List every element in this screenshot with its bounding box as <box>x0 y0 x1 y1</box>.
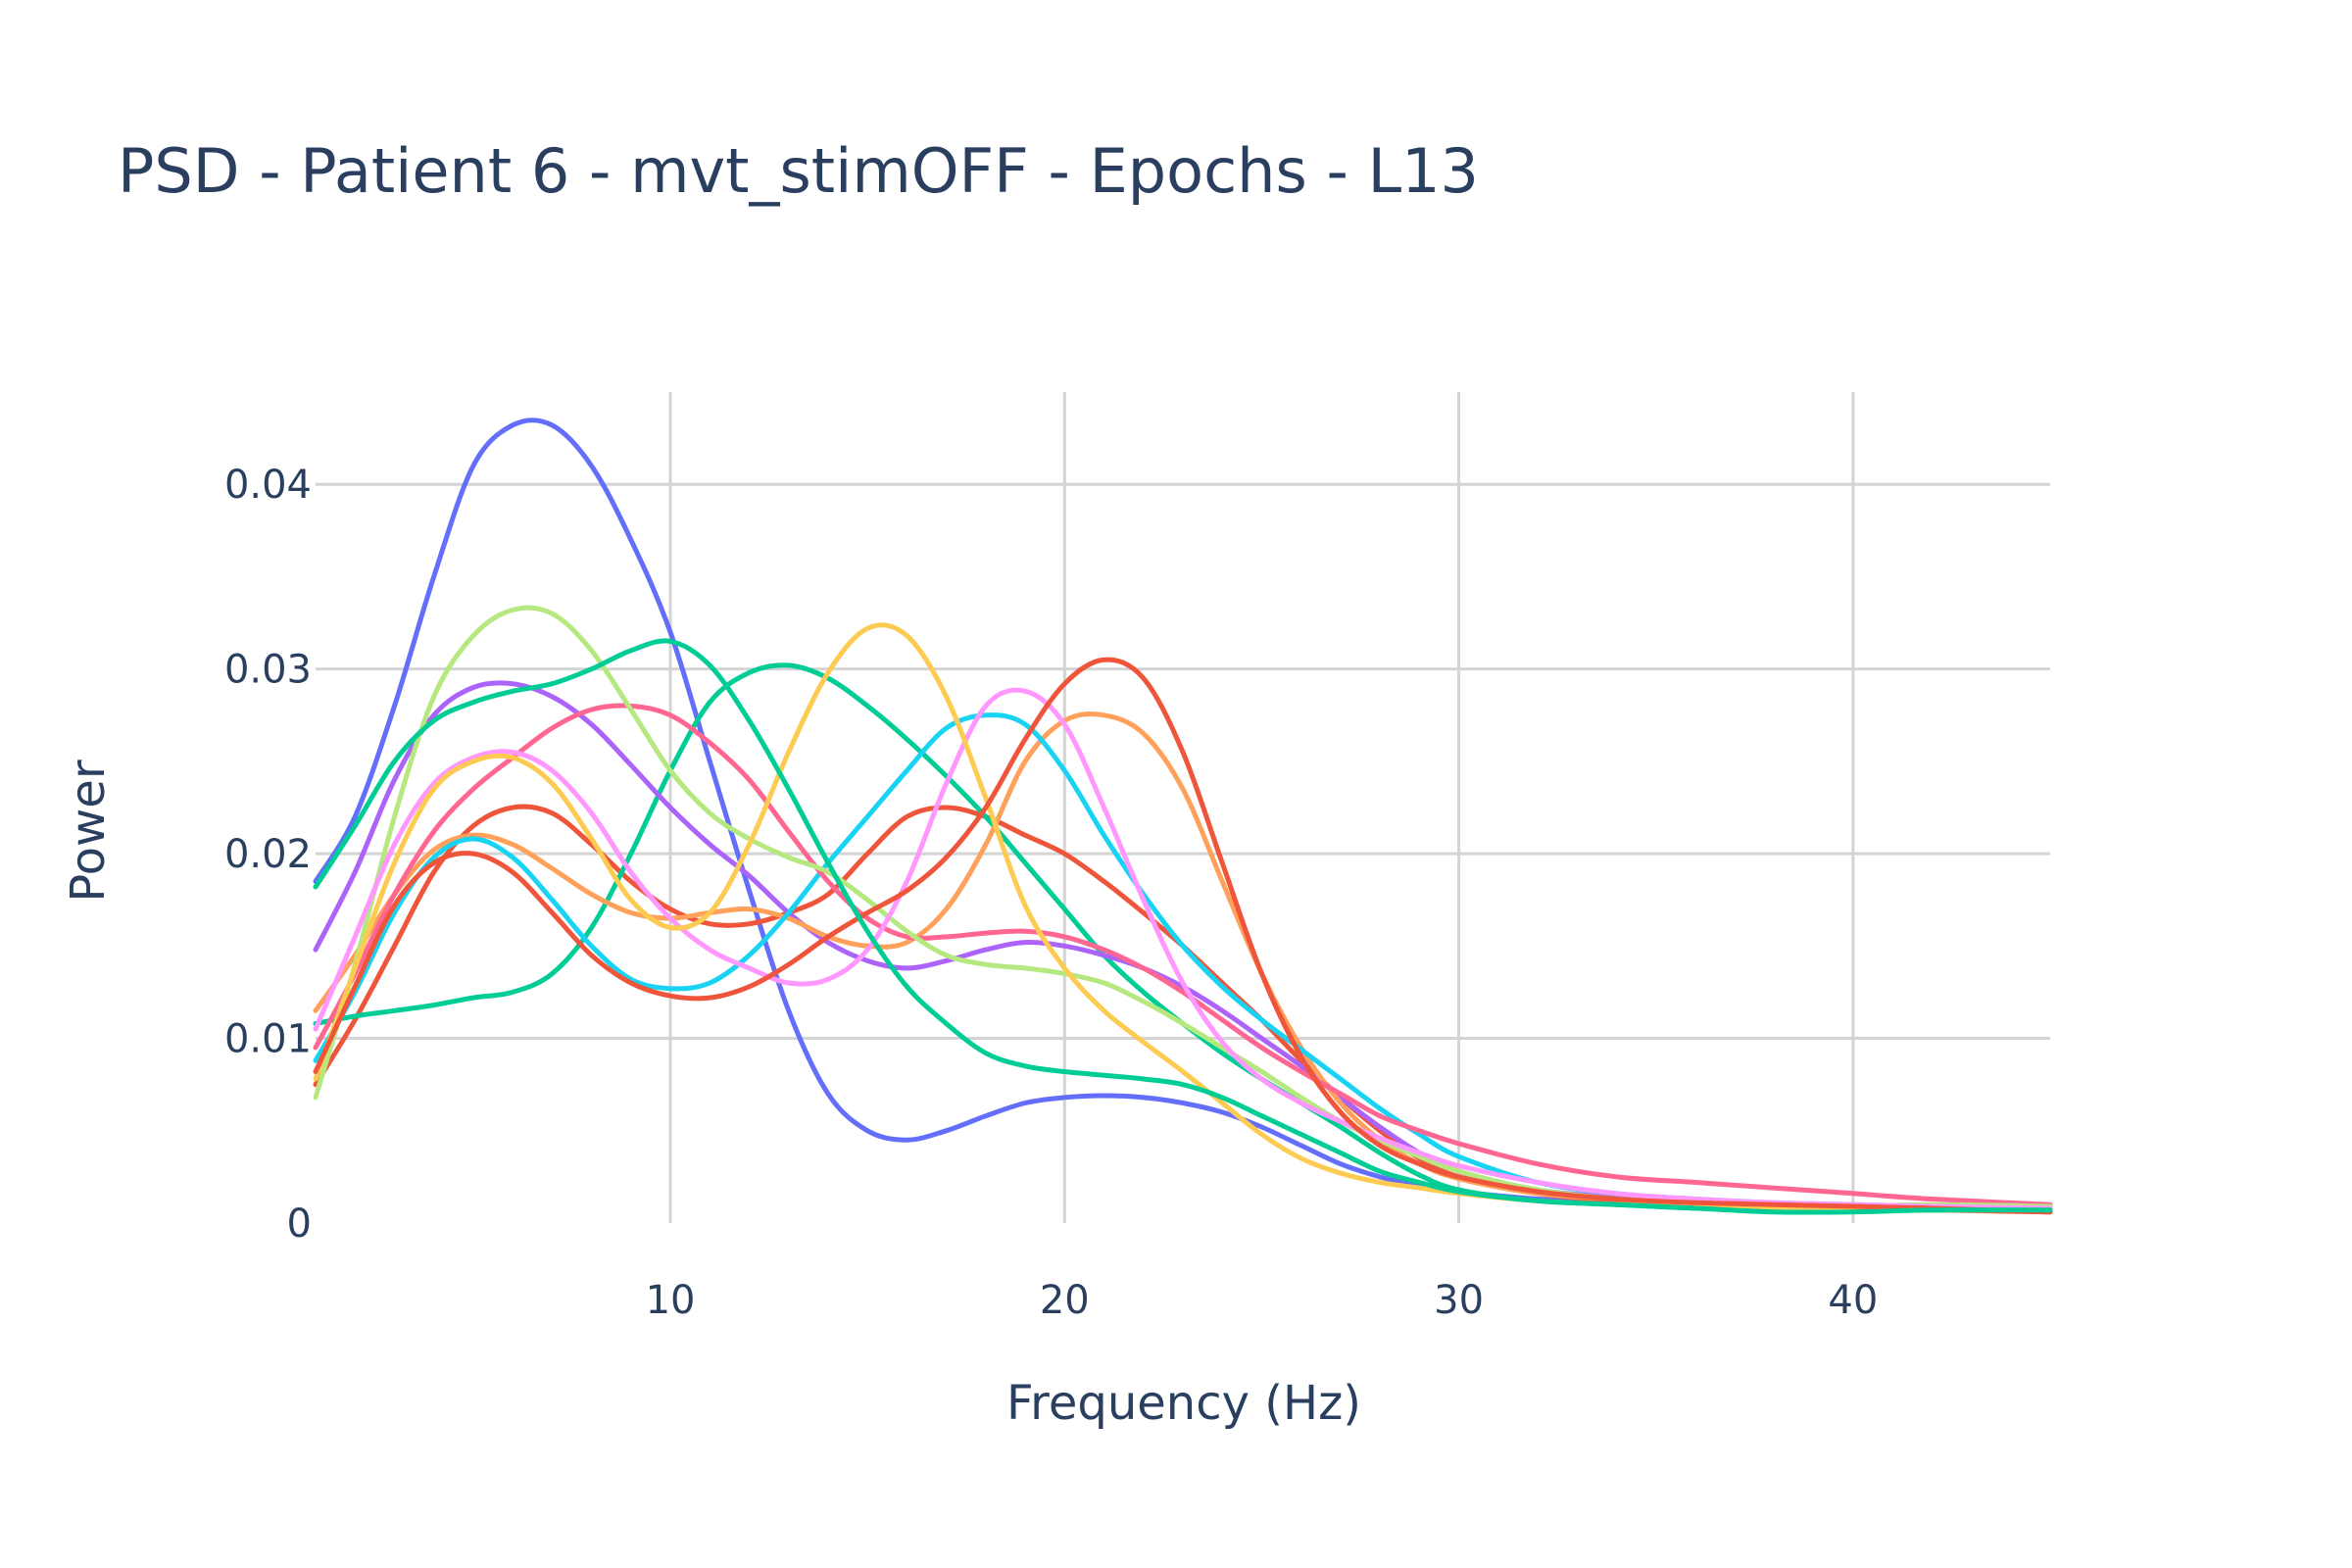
y-tick-label: 0.02 <box>224 832 312 877</box>
x-tick-label: 10 <box>646 1278 696 1323</box>
y-tick-label: 0.03 <box>224 648 312 693</box>
x-axis-title: Frequency (Hz) <box>1006 1376 1361 1431</box>
series-line-7 <box>313 703 2053 1207</box>
x-tick-label: 40 <box>1828 1278 1878 1323</box>
y-tick-labels: 0 0.01 0.02 0.03 0.04 <box>224 463 312 1247</box>
series-line-11 <box>313 657 2053 1215</box>
y-axis-title: Power <box>61 760 116 902</box>
y-tick-label: 0 <box>287 1201 312 1247</box>
series-layer <box>313 417 2053 1215</box>
y-tick-label: 0.04 <box>224 463 312 508</box>
series-line-9 <box>313 687 2053 1211</box>
chart-title: PSD - Patient 6 - mvt_stimOFF - Epochs -… <box>118 135 1479 207</box>
y-tick-label: 0.01 <box>224 1017 312 1062</box>
series-line-12 <box>313 638 2053 1215</box>
x-tick-label: 30 <box>1434 1278 1484 1323</box>
x-tick-label: 20 <box>1040 1278 1090 1323</box>
x-tick-labels: 10 20 30 40 <box>646 1278 1879 1323</box>
